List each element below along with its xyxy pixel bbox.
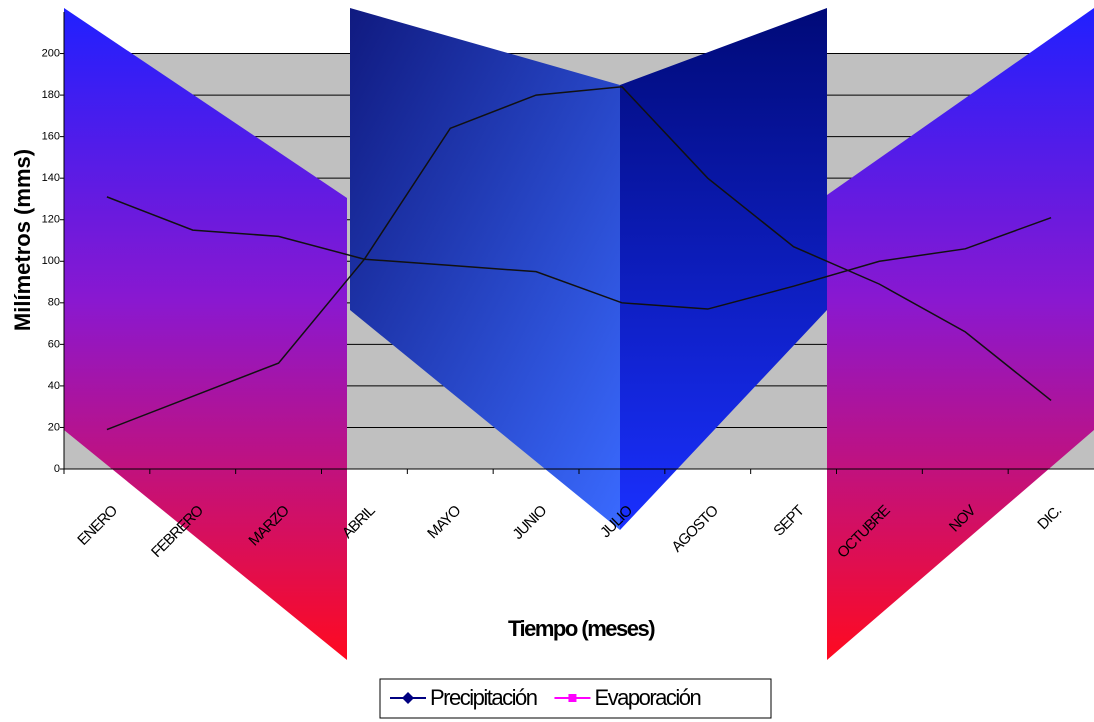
series-line bbox=[106, 196, 1052, 310]
y-axis-title: Milímetros (mms) bbox=[10, 149, 35, 331]
x-axis-title: Tiempo (meses) bbox=[508, 616, 655, 641]
legend-label: Evaporación bbox=[594, 685, 700, 710]
y-tick-label: 40 bbox=[48, 380, 60, 392]
y-tick-label: 0 bbox=[54, 463, 60, 475]
decor-shape bbox=[827, 8, 1094, 660]
x-tick-label: JUNIO bbox=[509, 502, 550, 543]
legend-marker bbox=[402, 692, 414, 704]
decor-shape bbox=[620, 8, 827, 530]
legend-label: Precipitación bbox=[430, 685, 537, 710]
y-tick-label: 140 bbox=[42, 172, 60, 184]
x-tick-label: AGOSTO bbox=[668, 502, 721, 555]
y-tick-label: 20 bbox=[48, 421, 60, 433]
decor-shape bbox=[64, 8, 347, 660]
legend-marker bbox=[568, 694, 577, 702]
y-tick-label: 80 bbox=[48, 297, 60, 309]
series-line bbox=[106, 85, 1052, 431]
x-tick-label: SEPT bbox=[770, 502, 807, 539]
y-tick-label: 200 bbox=[42, 47, 60, 59]
x-tick-label: DIC. bbox=[1034, 503, 1064, 533]
y-tick-label: 120 bbox=[42, 214, 60, 226]
y-tick-label: 180 bbox=[42, 89, 60, 101]
x-tick-label: ENERO bbox=[74, 502, 120, 548]
legend-items: Precipitación Evaporación bbox=[390, 685, 702, 710]
y-tick-label: 160 bbox=[42, 131, 60, 143]
decor-shape bbox=[350, 8, 620, 530]
plot bbox=[106, 85, 1052, 431]
y-tick-label: 60 bbox=[48, 338, 60, 350]
x-tick-label: MAYO bbox=[424, 502, 464, 542]
y-tick-label: 100 bbox=[42, 255, 60, 267]
